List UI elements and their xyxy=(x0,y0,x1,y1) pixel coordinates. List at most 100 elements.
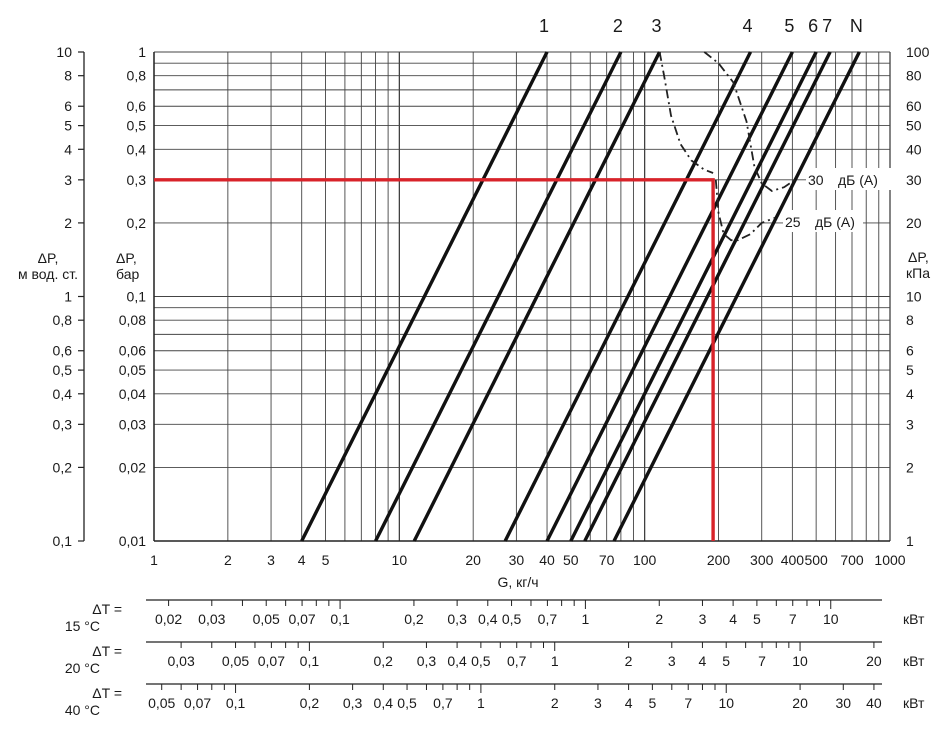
power-tick-label: 0,5 xyxy=(397,695,417,711)
noise-30db-curve-a xyxy=(658,51,714,174)
y-tick-bar: 0,2 xyxy=(127,215,147,231)
y-tick-mwc: 0,2 xyxy=(53,459,73,475)
series-line-6 xyxy=(569,51,818,542)
power-tick-label: 0,7 xyxy=(433,695,453,711)
x-tick-label: 300 xyxy=(750,552,774,568)
x-tick-label: 2 xyxy=(224,552,232,568)
y-tick-kpa: 1 xyxy=(906,533,914,549)
power-tick-label: 0,05 xyxy=(253,611,280,627)
y-tick-kpa: 2 xyxy=(906,459,914,475)
x-tick-label: 30 xyxy=(509,552,525,568)
series-label-2: 2 xyxy=(613,16,623,36)
y-tick-mwc: 3 xyxy=(64,172,72,188)
power-dt-value: 15 °C xyxy=(65,618,100,634)
y-tick-kpa: 10 xyxy=(906,289,922,305)
power-tick-label: 0,07 xyxy=(258,653,285,669)
noise-30db-unit: дБ (А) xyxy=(838,172,878,188)
y-tick-kpa: 40 xyxy=(906,141,922,157)
y-tick-kpa: 4 xyxy=(906,386,914,402)
power-tick-label: 20 xyxy=(792,695,808,711)
power-tick-label: 30 xyxy=(835,695,851,711)
y-bar-label-line2: бар xyxy=(116,266,139,282)
y-tick-bar: 0,3 xyxy=(127,172,147,188)
y-tick-kpa: 80 xyxy=(906,68,922,84)
power-tick-label: 3 xyxy=(594,695,602,711)
axes xyxy=(78,51,890,542)
power-tick-label: 0,4 xyxy=(374,695,394,711)
power-tick-label: 20 xyxy=(866,653,882,669)
x-tick-label: 200 xyxy=(707,552,731,568)
y-tick-mwc: 0,6 xyxy=(53,343,73,359)
x-tick-label: 50 xyxy=(563,552,579,568)
power-dt-value: 40 °C xyxy=(65,702,100,718)
power-tick-label: 0,1 xyxy=(226,695,246,711)
power-unit: кВт xyxy=(903,653,925,669)
power-tick-label: 5 xyxy=(722,653,730,669)
y-left-label-line1: ΔP, xyxy=(38,250,59,266)
power-tick-label: 0,07 xyxy=(288,611,315,627)
y-tick-bar: 0,8 xyxy=(127,68,147,84)
y-tick-mwc: 0,4 xyxy=(53,386,73,402)
y-tick-bar: 0,01 xyxy=(119,533,146,549)
noise-30db-value: 30 xyxy=(808,172,824,188)
series-line-3 xyxy=(412,51,662,542)
power-tick-label: 2 xyxy=(551,695,559,711)
example-selection-line xyxy=(154,178,715,541)
x-tick-label: 700 xyxy=(840,552,864,568)
power-unit: кВт xyxy=(903,695,925,711)
noise-curves: 30 дБ (А) 25 дБ (А) xyxy=(658,51,892,242)
series-label-5: 5 xyxy=(784,16,794,36)
grid xyxy=(153,51,891,542)
x-tick-label: 4 xyxy=(298,552,306,568)
power-tick-label: 0,4 xyxy=(447,653,467,669)
y-tick-bar: 0,03 xyxy=(119,416,146,432)
x-tick-label: 1000 xyxy=(874,552,905,568)
power-tick-label: 1 xyxy=(582,611,590,627)
y-tick-kpa: 5 xyxy=(906,362,914,378)
y-tick-bar: 0,04 xyxy=(119,386,146,402)
power-tick-label: 0,2 xyxy=(404,611,424,627)
y-tick-mwc: 0,3 xyxy=(53,416,73,432)
power-tick-label: 7 xyxy=(758,653,766,669)
series-label-1: 1 xyxy=(539,16,549,36)
power-tick-label: 10 xyxy=(718,695,734,711)
power-tick-label: 3 xyxy=(699,611,707,627)
x-tick-label: 1 xyxy=(150,552,158,568)
power-tick-label: 4 xyxy=(625,695,633,711)
x-tick-label: 500 xyxy=(804,552,828,568)
power-tick-label: 10 xyxy=(823,611,839,627)
noise-30db-label-bg xyxy=(806,168,892,190)
series-label-3: 3 xyxy=(652,16,662,36)
power-tick-label: 0,02 xyxy=(155,611,182,627)
power-tick-label: 2 xyxy=(625,653,633,669)
y-tick-kpa: 3 xyxy=(906,416,914,432)
y-tick-mwc: 6 xyxy=(64,98,72,114)
power-tick-label: 0,3 xyxy=(343,695,363,711)
series-label-N: N xyxy=(850,16,863,36)
x-tick-label: 70 xyxy=(599,552,615,568)
power-scales: 0,02 0,03 0,05 0,07 0,1 0,2 0,3 0,4 0,5 0,7 1 2 3 4 5 7… xyxy=(65,599,925,718)
y-tick-mwc: 2 xyxy=(64,215,72,231)
x-tick-label: 100 xyxy=(633,552,657,568)
power-tick-label: 0,5 xyxy=(502,611,522,627)
power-tick-label: 7 xyxy=(684,695,692,711)
y-tick-mwc: 0,1 xyxy=(53,533,73,549)
power-tick-label: 5 xyxy=(648,695,656,711)
y-tick-mwc: 8 xyxy=(64,68,72,84)
example-path xyxy=(154,178,715,541)
x-tick-label: 400 xyxy=(781,552,805,568)
noise-25db-value: 25 xyxy=(785,214,801,230)
x-axis-label: G, кг/ч xyxy=(497,574,538,590)
series-line-4 xyxy=(503,51,753,542)
power-tick-label: 0,7 xyxy=(538,611,558,627)
y-left-label-line2: м вод. ст. xyxy=(18,266,78,282)
power-tick-label: 10 xyxy=(792,653,808,669)
power-tick-label: 4 xyxy=(699,653,707,669)
y-tick-bar: 1 xyxy=(138,44,146,60)
power-tick-label: 40 xyxy=(866,695,882,711)
y-right-label-line1: ΔP, xyxy=(908,249,929,265)
power-tick-label: 0,2 xyxy=(374,653,394,669)
x-tick-label: 20 xyxy=(465,552,481,568)
y-tick-bar: 0,1 xyxy=(127,289,147,305)
